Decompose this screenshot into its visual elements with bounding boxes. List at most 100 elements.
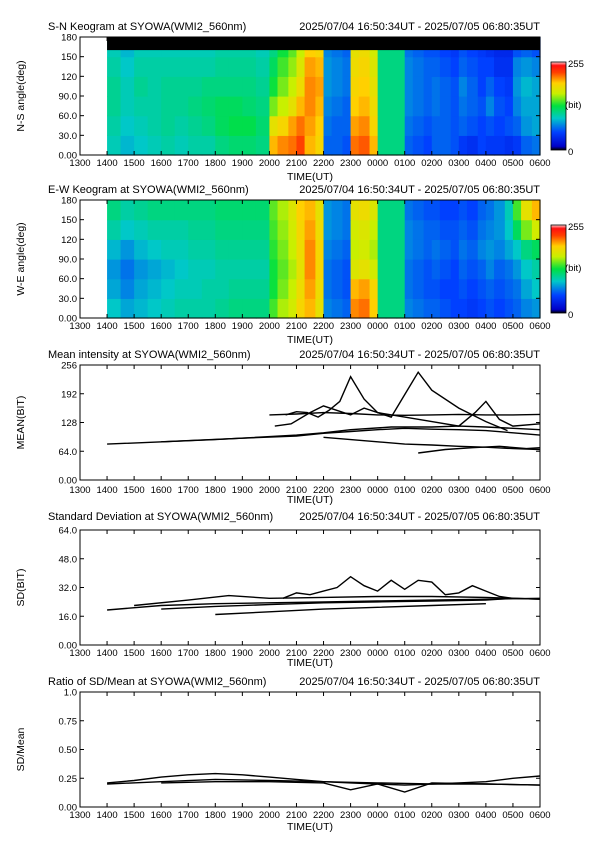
x-tick-label: 0500 xyxy=(502,810,523,821)
x-tick-label: 1300 xyxy=(69,321,90,332)
colorbar-scale xyxy=(550,61,567,151)
heatmap-cell xyxy=(215,115,230,136)
heatmap-cell xyxy=(188,298,203,319)
heatmap-cell xyxy=(315,76,325,97)
y-tick-label: 120 xyxy=(61,72,77,83)
heatmap-cell xyxy=(369,96,379,117)
x-tick-label: 0400 xyxy=(475,810,496,821)
x-tick-label: 0300 xyxy=(448,321,469,332)
heatmap-cell xyxy=(423,239,433,260)
heatmap-cell xyxy=(396,259,406,280)
heatmap-cell xyxy=(431,239,441,260)
heatmap-cell xyxy=(494,298,506,319)
heatmap-cell xyxy=(494,259,506,280)
heatmap-cell xyxy=(431,96,441,117)
heatmap-cell xyxy=(188,76,203,97)
series-line xyxy=(161,427,541,443)
heatmap-cell xyxy=(369,200,379,221)
heatmap-cell xyxy=(288,115,298,136)
heatmap-cell xyxy=(412,298,425,319)
heatmap-cell xyxy=(277,239,289,260)
heatmap-cell xyxy=(323,298,333,319)
heatmap-cell xyxy=(350,219,360,240)
heatmap-cell xyxy=(385,115,398,136)
x-tick-label: 0200 xyxy=(421,648,442,659)
heatmap-cell xyxy=(423,259,433,280)
heatmap-cell xyxy=(161,298,176,319)
x-tick-label: 0500 xyxy=(502,485,523,496)
heatmap-cell xyxy=(494,239,506,260)
x-tick-label: 1900 xyxy=(232,485,253,496)
heatmap-cell xyxy=(120,96,135,117)
time-range-label: 2025/07/04 16:50:34UT - 2025/07/05 06:80… xyxy=(299,349,540,361)
heatmap-cell xyxy=(504,278,514,299)
heatmap-cell xyxy=(228,219,243,240)
heatmap-cell xyxy=(269,56,279,77)
heatmap-cell xyxy=(485,259,495,280)
heatmap-cell xyxy=(215,219,230,240)
heatmap-cell xyxy=(288,239,298,260)
x-tick-label: 1800 xyxy=(205,648,226,659)
x-tick-label: 1300 xyxy=(69,810,90,821)
heatmap-cell xyxy=(521,259,533,280)
heatmap-cell xyxy=(296,96,306,117)
heatmap-cell xyxy=(296,56,306,77)
y-tick-label: 180 xyxy=(61,33,77,44)
heatmap-cell xyxy=(477,96,487,117)
heatmap-cell xyxy=(412,96,425,117)
heatmap-cell xyxy=(404,278,414,299)
heatmap-cell xyxy=(147,259,162,280)
heatmap-cell xyxy=(458,298,468,319)
heatmap-cell xyxy=(342,298,352,319)
heatmap-cell xyxy=(174,76,189,97)
heatmap-cell xyxy=(466,135,479,156)
heatmap-cell xyxy=(288,259,298,280)
y-tick-label: 1.0 xyxy=(64,688,77,699)
heatmap-cell xyxy=(134,278,149,299)
heatmap-cell xyxy=(431,56,441,77)
x-tick-label: 2000 xyxy=(259,485,280,496)
heatmap-cell xyxy=(466,219,479,240)
heatmap-cell xyxy=(288,56,298,77)
heatmap-cell xyxy=(450,298,460,319)
heatmap-cell xyxy=(494,115,506,136)
heatmap-cell xyxy=(277,115,289,136)
y-tick-label: 0.00 xyxy=(59,151,78,162)
heatmap-cell xyxy=(315,239,325,260)
heatmap-cell xyxy=(369,135,379,156)
heatmap-cell xyxy=(147,278,162,299)
heatmap-cell xyxy=(296,219,306,240)
x-tick-label: 1800 xyxy=(205,810,226,821)
heatmap-cell xyxy=(439,76,452,97)
heatmap-cell xyxy=(342,56,352,77)
x-axis-label: TIME(UT) xyxy=(287,171,333,183)
heatmap-cell xyxy=(277,298,289,319)
heatmap-cell xyxy=(466,239,479,260)
heatmap-cell xyxy=(161,239,176,260)
heatmap-cell xyxy=(242,115,257,136)
heatmap-cell xyxy=(423,200,433,221)
x-tick-label: 0300 xyxy=(448,810,469,821)
heatmap-cell xyxy=(404,135,414,156)
panel-ratio: Ratio of SD/Mean at SYOWA(WMI2_560nm) 202… xyxy=(15,676,551,833)
x-tick-label: 0000 xyxy=(367,810,388,821)
heatmap-cell xyxy=(120,219,135,240)
heatmap-cell xyxy=(369,76,379,97)
y-tick-label: 128 xyxy=(61,418,77,429)
heatmap-cell xyxy=(201,135,216,156)
heatmap-cell xyxy=(512,76,522,97)
x-tick-label: 1500 xyxy=(124,648,145,659)
heatmap-cell xyxy=(439,200,452,221)
heatmap-cell xyxy=(521,278,533,299)
panel-title: S-N Keogram at SYOWA(WMI2_560nm) xyxy=(48,21,246,33)
y-tick-label: 120 xyxy=(61,235,77,246)
heatmap-cell xyxy=(147,96,162,117)
heatmap-cell xyxy=(242,56,257,77)
heatmap-cell xyxy=(288,135,298,156)
heatmap-cell xyxy=(377,298,387,319)
series-line xyxy=(134,594,541,607)
heatmap-cell xyxy=(323,278,333,299)
x-tick-label: 0100 xyxy=(394,321,415,332)
heatmap-cell xyxy=(288,76,298,97)
heatmap-cell xyxy=(269,135,279,156)
